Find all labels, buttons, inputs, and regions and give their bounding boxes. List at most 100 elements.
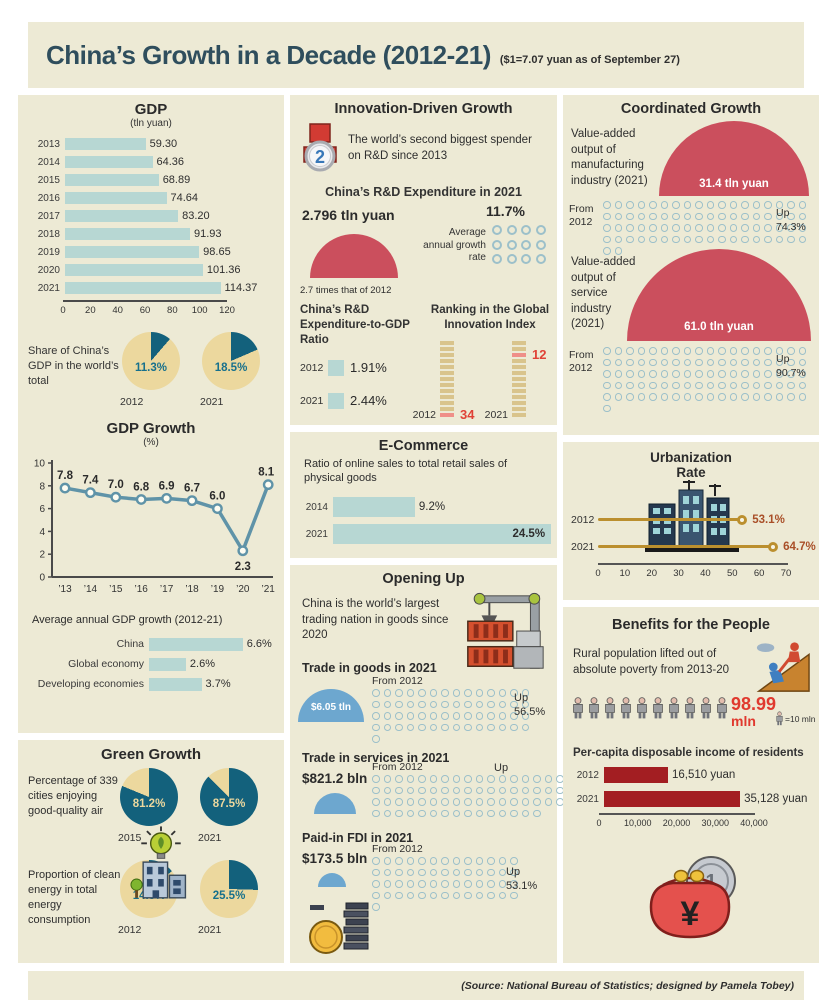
coin-icon — [406, 868, 415, 877]
row-label: 2014 — [305, 501, 328, 513]
coordinated-panel: Coordinated Growth Value-added output of… — [563, 95, 819, 435]
coin-icon — [764, 212, 772, 221]
pie — [122, 332, 180, 390]
up-label: Up — [514, 692, 529, 704]
coin-icon — [498, 857, 507, 865]
coin-icon — [614, 393, 623, 401]
trade-goods-coin-pictograph — [372, 689, 531, 745]
coin-icon — [452, 880, 461, 888]
coin-icon — [775, 370, 784, 378]
gii-ladder-2021: 2021 12 — [485, 341, 546, 421]
opening-up-panel: Opening Up China is the world’s largest … — [290, 565, 564, 963]
coin-icon — [603, 235, 611, 244]
coin-icon — [383, 786, 392, 795]
coin-icon — [614, 212, 623, 221]
coin-icon — [418, 723, 426, 732]
coin-icon — [464, 868, 472, 877]
coin-icon — [672, 370, 680, 378]
rd-expenditure-value: 2.796 tln yuan — [302, 207, 395, 223]
coin-icon — [729, 370, 738, 378]
coin-icon — [660, 224, 669, 232]
coin-icon — [418, 809, 426, 818]
row-label: China — [116, 638, 144, 650]
coin-icon — [464, 798, 472, 806]
coin-icon — [626, 235, 634, 244]
coin-icon — [383, 809, 392, 818]
coin-icon — [649, 358, 657, 367]
person-icon — [605, 697, 615, 719]
gdp-panel: GDP (tln yuan) 2013 59.30 2014 64.36 2015 68.… — [18, 95, 284, 733]
coin-icon — [395, 809, 403, 818]
pie-value-label: 25.5% — [212, 890, 246, 902]
person-icon — [701, 697, 711, 719]
value-label: 68.89 — [162, 174, 191, 186]
person-icon — [603, 697, 617, 724]
coin-icon — [492, 254, 502, 264]
coin-icon — [683, 370, 692, 378]
trade-services-heading: Trade in services in 2021 — [302, 751, 450, 765]
pie-chart: 87.5% 2021 — [198, 768, 262, 844]
value-label: 24.5% — [512, 528, 546, 541]
coin-icon — [406, 775, 415, 783]
avg-growth-bar-chart: China 6.6% Global economy 2.6% Developing ec… — [18, 634, 284, 694]
ladder-stripe — [512, 353, 526, 357]
coin-icon — [372, 880, 380, 888]
year-label: 2015 — [118, 832, 142, 844]
year-label: 2012 — [412, 409, 436, 421]
coin-icon — [695, 347, 703, 355]
ladder-stripe — [440, 383, 454, 387]
poverty-value: 98.99 mln — [731, 695, 776, 729]
coin-icon — [441, 880, 449, 888]
x-tick-label: ’14 — [84, 584, 98, 595]
rd-expenditure-note: 2.7 times that of 2012 — [300, 285, 392, 296]
coin-icon — [729, 358, 738, 367]
coin-icon — [452, 868, 461, 877]
coin-icon — [429, 809, 438, 818]
data-label: 7.0 — [108, 479, 124, 491]
gii-ladder-2012: 2012 34 — [413, 341, 474, 422]
income-title: Per-capita disposable income of resident… — [573, 747, 804, 759]
coin-icon — [429, 712, 438, 720]
coin-icon — [544, 798, 553, 806]
coin-icon — [418, 891, 426, 900]
bar-row: 2020 101.36 — [28, 261, 284, 279]
axis-tick-label: 10,000 — [623, 818, 652, 828]
coin-icon — [498, 689, 507, 697]
coin-icon — [603, 370, 611, 378]
coin-icon — [429, 689, 438, 697]
coin-icon — [510, 689, 518, 697]
coin-icon — [533, 786, 541, 795]
axis-tick-label: 80 — [167, 305, 178, 316]
pie — [200, 860, 258, 918]
coin-icon — [372, 775, 380, 783]
coin-icon — [660, 347, 669, 355]
ladder-stripe — [440, 407, 454, 411]
coin-icon — [510, 712, 518, 720]
coin-icon — [452, 689, 461, 697]
coin-icon — [395, 786, 403, 795]
coin-icon — [787, 393, 795, 401]
coin-icon — [372, 857, 380, 865]
row-label: 2013 — [37, 138, 60, 150]
coin-icon — [498, 809, 507, 818]
urbanization-lollipop-chart: 2012 53.1% 2021 64.7% — [571, 506, 817, 560]
manufacturing-coin-pictograph — [603, 201, 808, 257]
coin-icon — [506, 254, 517, 264]
bar: 24.5% — [333, 524, 552, 545]
coin-icon — [492, 225, 502, 235]
coin-icon — [429, 868, 438, 877]
coin-icon — [798, 201, 807, 209]
bar-row: 2021 35,128 yuan — [569, 787, 807, 811]
lollipop-dot — [768, 541, 779, 552]
ladder-stripe — [512, 383, 526, 387]
crane-container-icon — [467, 592, 544, 669]
coin-icon — [706, 201, 715, 209]
axis-tick-label: 60 — [753, 568, 765, 579]
innovation-panel: Innovation-Driven Growth 2 The world’s s… — [290, 95, 557, 425]
person-icon — [717, 697, 727, 719]
coin-icon — [637, 235, 646, 244]
data-label: 7.4 — [82, 475, 99, 487]
person-icon — [651, 697, 665, 724]
coin-icon — [729, 393, 738, 401]
benefits-title: Benefits for the People — [612, 617, 770, 633]
